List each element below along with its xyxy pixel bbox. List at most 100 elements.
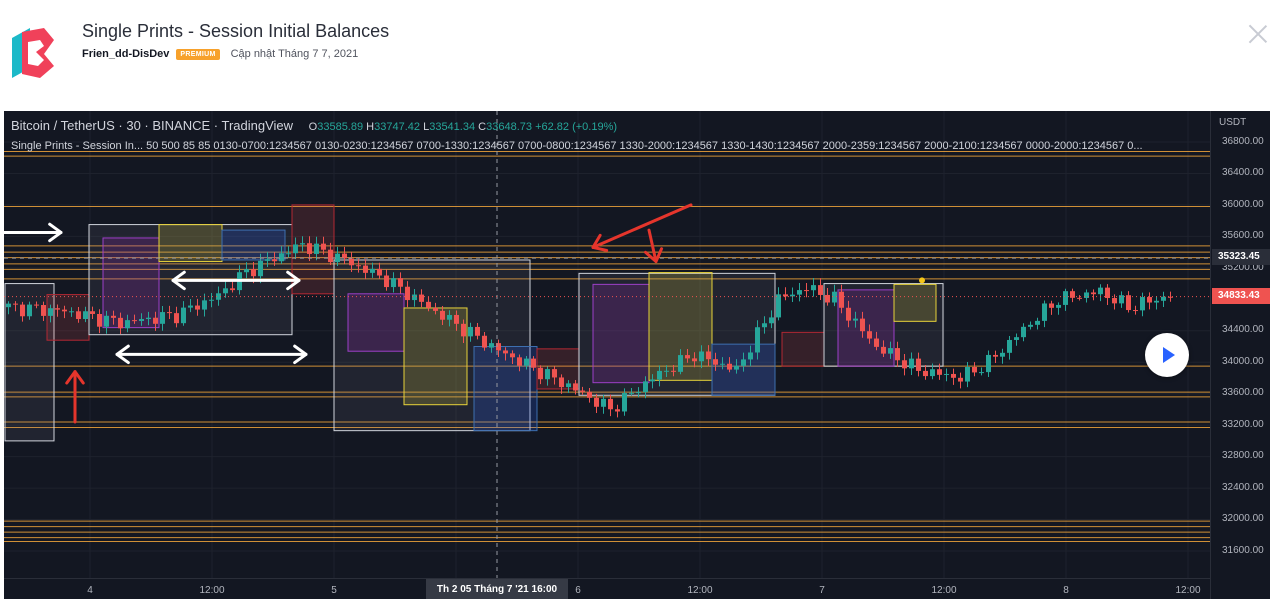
candle-body (433, 307, 438, 311)
candle-body (1105, 287, 1110, 299)
candle-body (727, 363, 732, 370)
candle-body (1028, 324, 1033, 327)
candle-body (398, 278, 403, 287)
candle-body (671, 370, 676, 372)
candle-body (328, 249, 333, 263)
candle-body (461, 323, 466, 337)
candle-body (62, 309, 67, 312)
candle-body (832, 291, 837, 303)
price-axis[interactable]: USDT 36800.00 36400.00 36000.00 35600.00… (1210, 111, 1270, 599)
candle-body (937, 369, 942, 375)
annotation-arrow-head (293, 344, 308, 365)
author-link[interactable]: Frien_dd-DisDev (82, 48, 170, 60)
candle-body (762, 323, 767, 328)
candle-body (300, 243, 305, 245)
candle-body (1168, 296, 1173, 298)
candle-body (566, 383, 571, 388)
price-tick: 32400.00 (1222, 482, 1264, 493)
candle-body (888, 348, 893, 354)
candle-body (818, 285, 823, 295)
candle-body (1147, 297, 1152, 303)
script-title: Single Prints - Session Initial Balances (82, 21, 390, 41)
candle-body (1133, 310, 1138, 312)
chart-area[interactable]: Bitcoin / TetherUS · 30 · BINANCE · Trad… (4, 111, 1270, 599)
candle-body (1126, 295, 1131, 311)
candle-body (755, 327, 760, 353)
candle-body (657, 370, 662, 380)
candle-body (503, 350, 508, 354)
candle-body (895, 348, 900, 361)
session-box-yellow (158, 224, 223, 263)
close-icon[interactable] (1248, 24, 1268, 44)
candle-body (370, 268, 375, 273)
annotation-arrow-head (115, 344, 130, 365)
candle-body (1035, 320, 1040, 325)
close-key: C (478, 121, 487, 133)
candle-body (846, 307, 851, 321)
candle-body (909, 358, 914, 369)
change-value: +62.82 (+0.19%) (535, 121, 618, 133)
candle-body (783, 294, 788, 297)
candle-body (342, 253, 347, 259)
symbol-title[interactable]: Bitcoin / TetherUS · 30 · BINANCE · Trad… (11, 118, 294, 133)
time-axis[interactable]: 4 12:00 5 6 12:00 7 12:00 8 12:00 Th 2 0… (4, 578, 1210, 599)
candle-body (923, 370, 928, 377)
candle-body (776, 294, 781, 318)
candle-body (1000, 352, 1005, 357)
price-tick: 36800.00 (1222, 136, 1264, 147)
candle-body (41, 305, 46, 316)
time-tick: 4 (87, 585, 93, 596)
low-value: 33541.34 (429, 121, 476, 133)
indicator-legend[interactable]: Single Prints - Session In... 50 500 85 … (11, 140, 1143, 152)
candle-body (286, 253, 291, 255)
candle-body (391, 278, 396, 288)
candle-body (559, 377, 564, 388)
price-tick: 33200.00 (1222, 419, 1264, 430)
price-tick: 34000.00 (1222, 356, 1264, 367)
candle-body (244, 269, 249, 273)
candle-body (146, 317, 151, 320)
candle-body (860, 318, 865, 332)
candle-body (258, 260, 263, 277)
play-button[interactable] (1145, 333, 1189, 377)
author-meta: Frien_dd-DisDev PREMIUM Cập nhật Tháng 7… (82, 48, 358, 60)
candle-body (916, 358, 921, 371)
candle-body (608, 398, 613, 410)
candle-body (930, 369, 935, 377)
candle-body (1056, 304, 1061, 308)
symbol-legend: Bitcoin / TetherUS · 30 · BINANCE · Trad… (11, 118, 617, 133)
candle-body (720, 363, 725, 365)
candle-body (748, 352, 753, 360)
price-plot[interactable] (4, 111, 1210, 578)
price-tick: 32000.00 (1222, 513, 1264, 524)
update-date: Cập nhật Tháng 7 7, 2021 (230, 48, 359, 60)
candle-body (615, 409, 620, 412)
candle-body (335, 253, 340, 263)
time-tick: 12:00 (199, 585, 225, 596)
candle-body (251, 269, 256, 277)
candle-body (125, 320, 130, 329)
candle-body (804, 290, 809, 292)
candle-body (216, 293, 221, 300)
candle-body (517, 357, 522, 366)
candle-body (167, 312, 172, 314)
annotation-arrow-head (644, 247, 664, 264)
candle-body (867, 331, 872, 339)
candle-body (790, 294, 795, 297)
price-tick: 33600.00 (1222, 387, 1264, 398)
candle-body (419, 294, 424, 302)
candle-body (713, 359, 718, 365)
ohlc-values: O33585.89 H33747.42 L33541.34 C33648.73 … (309, 121, 617, 133)
candle-body (636, 392, 641, 394)
candle-body (685, 355, 690, 359)
price-tick: 31600.00 (1222, 545, 1264, 556)
candle-body (356, 265, 361, 267)
candle-body (1021, 326, 1026, 338)
candle-body (440, 310, 445, 320)
candle-body (678, 355, 683, 372)
candle-body (223, 288, 228, 294)
high-key: H (366, 121, 375, 133)
session-box-session (536, 348, 580, 390)
candle-body (293, 244, 298, 254)
candle-body (405, 286, 410, 301)
